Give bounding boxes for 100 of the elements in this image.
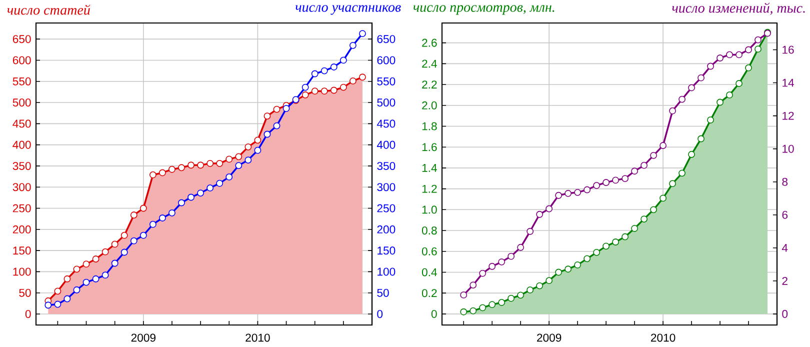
point <box>111 240 118 248</box>
point <box>188 194 194 201</box>
point <box>508 252 515 260</box>
point <box>273 122 280 130</box>
point <box>92 256 100 262</box>
y2-tick-label: 550 <box>377 77 396 86</box>
y-tick-label: 450 <box>12 120 31 128</box>
y2-tick-label: 2 <box>782 276 788 285</box>
point <box>460 308 468 316</box>
y2-tick-label: 16 <box>782 46 794 54</box>
point <box>470 282 477 289</box>
y-tick-label: 1.2 <box>422 184 437 193</box>
x-tick-label: 2009 <box>537 334 562 342</box>
point <box>716 54 724 62</box>
point <box>264 130 271 138</box>
x-tick-label: 2010 <box>651 334 676 342</box>
point <box>54 288 62 295</box>
point <box>526 286 534 294</box>
point <box>678 96 686 103</box>
point <box>517 244 524 251</box>
y-tick-label: 200 <box>12 225 31 234</box>
y2-tick-label: 4 <box>782 244 788 252</box>
point <box>311 88 318 95</box>
point <box>120 248 128 256</box>
point <box>73 286 80 294</box>
y-tick-label: 2.2 <box>422 80 437 88</box>
y2-tick-label: 250 <box>377 204 396 212</box>
point <box>707 62 714 70</box>
point <box>254 136 262 144</box>
point <box>244 156 252 164</box>
y2-tick-label: 0 <box>782 310 788 318</box>
point <box>130 237 138 244</box>
point <box>698 135 704 142</box>
point <box>726 91 733 98</box>
point <box>54 300 62 308</box>
point <box>593 248 600 256</box>
point <box>64 295 71 302</box>
point <box>206 160 214 167</box>
point <box>669 180 676 188</box>
point <box>754 36 762 44</box>
point <box>216 160 224 167</box>
point <box>140 232 147 239</box>
y-tick-label: 0.2 <box>422 289 437 298</box>
point <box>640 216 648 223</box>
point <box>593 182 600 189</box>
y-tick-label: 250 <box>12 204 31 212</box>
point <box>73 266 80 273</box>
point <box>584 255 591 262</box>
y-tick-label: 50 <box>19 288 31 297</box>
point <box>688 84 696 92</box>
point <box>650 152 658 159</box>
y2-tick-label: 8 <box>782 178 788 186</box>
point <box>158 214 166 222</box>
point <box>736 51 742 58</box>
point <box>688 150 696 158</box>
y-tick-label: 1.4 <box>422 164 437 172</box>
point <box>612 238 620 246</box>
y-tick-label: 0.4 <box>422 268 437 276</box>
point <box>526 228 534 235</box>
point <box>602 242 610 250</box>
y2-axis-title: число изменений, тыс. <box>672 2 805 15</box>
y-tick-label: 1.0 <box>422 206 437 214</box>
point <box>574 188 582 196</box>
y-tick-label: 0 <box>431 310 437 318</box>
point <box>330 86 338 94</box>
point <box>650 206 658 214</box>
point <box>235 153 242 160</box>
y-tick-label: 0.8 <box>422 226 437 235</box>
point <box>320 67 328 74</box>
point <box>584 186 591 194</box>
y2-tick-label: 600 <box>377 56 396 64</box>
point <box>498 299 506 306</box>
point <box>264 112 271 120</box>
point <box>302 84 309 91</box>
point <box>555 268 562 276</box>
y-tick-label: 100 <box>13 268 31 276</box>
y2-tick-label: 300 <box>377 183 396 192</box>
point <box>340 84 347 91</box>
point <box>726 51 733 58</box>
x-tick-label: 2009 <box>131 334 156 342</box>
point <box>564 266 572 273</box>
point <box>168 209 176 216</box>
point <box>168 166 176 173</box>
point <box>488 262 496 270</box>
point <box>244 143 252 150</box>
point <box>282 104 290 112</box>
point <box>488 301 496 308</box>
y-tick-label: 0.6 <box>422 247 437 256</box>
y2-tick-label: 14 <box>782 78 794 87</box>
point <box>254 146 262 154</box>
point <box>640 162 648 169</box>
point <box>302 91 309 98</box>
point <box>470 307 477 314</box>
point <box>102 248 109 256</box>
y2-tick-label: 200 <box>377 225 396 234</box>
point <box>349 42 356 49</box>
point <box>64 275 71 282</box>
y-tick-label: 550 <box>12 77 31 86</box>
point <box>235 162 242 169</box>
point <box>536 210 544 218</box>
